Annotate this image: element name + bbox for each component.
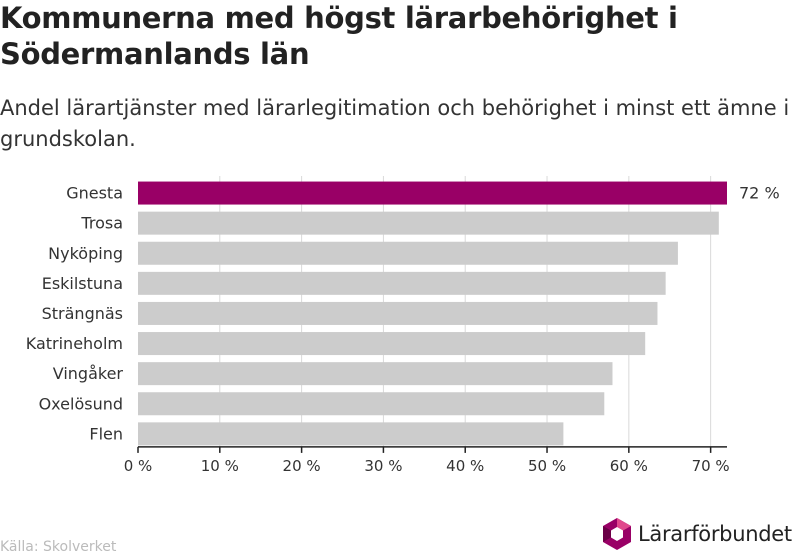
source-note: Källa: Skolverket xyxy=(0,539,117,555)
x-tick-label: 60 % xyxy=(610,457,648,475)
bar xyxy=(138,422,564,446)
bar xyxy=(138,362,613,386)
category-label: Strängnäs xyxy=(42,304,123,323)
category-label: Oxelösund xyxy=(39,394,123,413)
category-label: Gnesta xyxy=(66,184,123,203)
category-label: Eskilstuna xyxy=(42,274,123,293)
chart-subtitle: Andel lärartjänster med lärarlegitimatio… xyxy=(0,96,790,151)
x-tick-label: 10 % xyxy=(201,457,239,475)
bar xyxy=(138,181,727,205)
category-label: Flen xyxy=(89,424,123,443)
logo-name: Lärarförbundet xyxy=(638,522,792,546)
category-label: Vingåker xyxy=(53,364,124,383)
chart-title: Kommunerna med högst lärarbehörighet i S… xyxy=(0,1,678,71)
data-label: 72 % xyxy=(739,184,780,203)
bar xyxy=(138,332,646,356)
category-label: Nyköping xyxy=(48,244,123,263)
bar-chart: Gnesta Trosa Nyköping Eskilstuna Strängnäs Ka… xyxy=(26,176,780,475)
x-tick-label: 70 % xyxy=(692,457,730,475)
category-label: Katrineholm xyxy=(26,334,123,353)
bar xyxy=(138,241,678,265)
x-tick-label: 40 % xyxy=(446,457,484,475)
x-tick-label: 50 % xyxy=(528,457,566,475)
lararforbundet-logo-icon xyxy=(603,518,631,550)
bar xyxy=(138,211,719,235)
bar xyxy=(138,392,605,416)
x-tick-label: 30 % xyxy=(364,457,402,475)
x-tick-label: 20 % xyxy=(283,457,321,475)
bar xyxy=(138,271,666,295)
x-tick-label: 0 % xyxy=(124,457,153,475)
publisher-logo: Lärarförbundet xyxy=(602,517,792,551)
bar xyxy=(138,301,658,325)
category-label: Trosa xyxy=(80,214,123,233)
